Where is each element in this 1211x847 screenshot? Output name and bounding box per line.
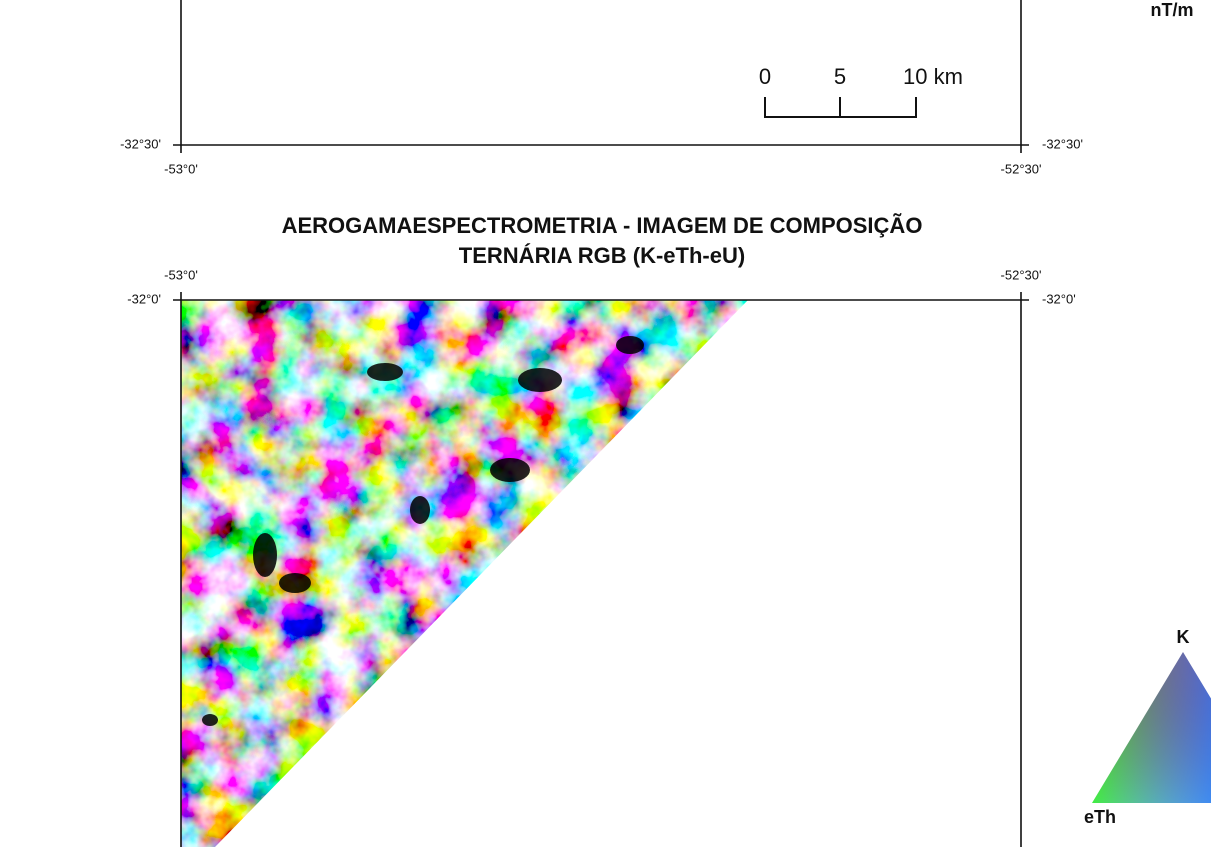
lat-label: -32°30' — [1042, 136, 1083, 151]
lon-label: -52°30' — [1001, 267, 1042, 282]
map-frame — [180, 299, 1022, 847]
frame-ticks — [173, 144, 1029, 153]
title: AEROGAMAESPECTROMETRIA - IMAGEM DE COMPO… — [282, 213, 923, 238]
lon-label: -53°0' — [164, 161, 198, 176]
scale-label: 5 — [834, 64, 846, 89]
legend-label: K — [1177, 627, 1190, 647]
scale-bar — [764, 97, 917, 118]
lon-label: -52°30' — [1001, 161, 1042, 176]
scale-label: 0 — [759, 64, 771, 89]
title: TERNÁRIA RGB (K-eTh-eU) — [459, 243, 745, 268]
lat-label: -32°30' — [120, 136, 161, 151]
top-map: 0 5 10 km -32°30' -32°30' -53°0' -52°30' — [120, 0, 1083, 176]
lat-label: -32°0' — [127, 291, 161, 306]
lat-label: -32°0' — [1042, 291, 1076, 306]
lon-label: -53°0' — [164, 267, 198, 282]
units-label: nT/m — [1151, 0, 1194, 20]
frame-ticks — [173, 292, 1029, 301]
rgb-image — [181, 300, 748, 847]
ternary-legend: K eTh — [1084, 627, 1211, 827]
scale-label: 10 km — [903, 64, 963, 89]
map-frame — [180, 0, 1022, 146]
legend-label: eTh — [1084, 807, 1116, 827]
bottom-map: -53°0' -52°30' -32°0' -32°0' — [127, 267, 1076, 847]
